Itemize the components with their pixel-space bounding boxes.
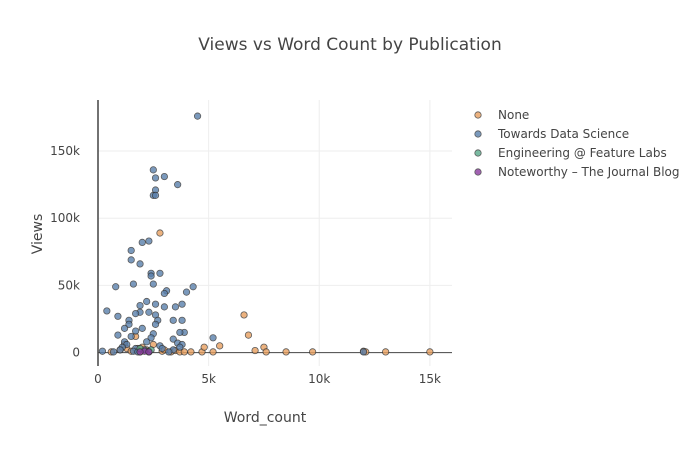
data-point[interactable] bbox=[151, 300, 160, 308]
x-tick-label: 5k bbox=[201, 372, 216, 386]
data-point[interactable] bbox=[176, 328, 184, 337]
data-point[interactable] bbox=[176, 343, 184, 351]
data-point[interactable] bbox=[169, 335, 177, 343]
data-point[interactable] bbox=[151, 191, 160, 199]
y-tick-label: 150k bbox=[50, 144, 80, 158]
data-point[interactable] bbox=[151, 174, 160, 182]
data-point[interactable] bbox=[138, 324, 146, 332]
data-point[interactable] bbox=[103, 307, 111, 315]
y-tick-label: 100k bbox=[50, 211, 80, 225]
data-point[interactable] bbox=[189, 283, 197, 291]
legend-marker bbox=[474, 130, 482, 138]
data-point[interactable] bbox=[112, 283, 120, 291]
data-point[interactable] bbox=[282, 348, 290, 356]
data-point[interactable] bbox=[136, 348, 144, 356]
data-point[interactable] bbox=[98, 347, 107, 355]
data-point[interactable] bbox=[151, 320, 160, 328]
x-tick-label: 0 bbox=[94, 372, 102, 386]
x-tick-label: 10k bbox=[308, 372, 330, 386]
data-point[interactable] bbox=[149, 280, 157, 288]
data-point[interactable] bbox=[174, 181, 182, 189]
data-point[interactable] bbox=[156, 269, 164, 277]
points-layer bbox=[98, 112, 434, 356]
data-point[interactable] bbox=[127, 246, 135, 255]
data-point[interactable] bbox=[138, 238, 146, 247]
legend-item[interactable]: Noteworthy – The Journal Blog bbox=[474, 165, 680, 179]
data-point[interactable] bbox=[171, 303, 180, 311]
legend-label: None bbox=[498, 108, 529, 122]
legend-marker bbox=[474, 149, 482, 157]
data-point[interactable] bbox=[209, 348, 217, 356]
data-point[interactable] bbox=[136, 301, 144, 310]
data-point[interactable] bbox=[178, 316, 186, 324]
series-0 bbox=[107, 229, 434, 356]
data-point[interactable] bbox=[136, 260, 144, 268]
data-point[interactable] bbox=[132, 327, 140, 335]
legend-marker bbox=[474, 168, 482, 176]
data-point[interactable] bbox=[240, 311, 248, 319]
data-point[interactable] bbox=[132, 310, 140, 318]
data-point[interactable] bbox=[158, 344, 166, 353]
legend-item[interactable]: None bbox=[474, 108, 530, 122]
data-point[interactable] bbox=[147, 272, 155, 280]
y-axis-title: Views bbox=[30, 214, 46, 255]
data-point[interactable] bbox=[209, 334, 217, 342]
data-point[interactable] bbox=[145, 237, 153, 245]
data-point[interactable] bbox=[382, 348, 390, 356]
legend-item[interactable]: Engineering @ Feature Labs bbox=[474, 146, 667, 160]
data-point[interactable] bbox=[251, 346, 259, 355]
y-tick-label: 0 bbox=[72, 346, 80, 360]
x-tick-label: 15k bbox=[419, 372, 441, 386]
data-point[interactable] bbox=[145, 348, 153, 356]
legend-marker bbox=[474, 111, 482, 119]
data-point[interactable] bbox=[116, 346, 124, 354]
legend-item[interactable]: Towards Data Science bbox=[474, 127, 629, 141]
data-point[interactable] bbox=[160, 303, 168, 311]
data-point[interactable] bbox=[182, 288, 191, 296]
data-point[interactable] bbox=[129, 280, 137, 288]
data-point[interactable] bbox=[127, 256, 135, 264]
data-point[interactable] bbox=[187, 348, 195, 356]
data-point[interactable] bbox=[125, 320, 133, 328]
data-point[interactable] bbox=[114, 312, 122, 320]
data-point[interactable] bbox=[169, 316, 177, 324]
series-1 bbox=[98, 112, 368, 356]
data-point[interactable] bbox=[143, 297, 151, 306]
legend-label: Engineering @ Feature Labs bbox=[498, 146, 667, 160]
chart-title: Views vs Word Count by Publication bbox=[198, 35, 501, 55]
x-axis-title: Word_count bbox=[224, 410, 307, 426]
data-point[interactable] bbox=[149, 166, 157, 174]
y-tick-label: 50k bbox=[58, 278, 80, 292]
data-point[interactable] bbox=[147, 334, 155, 342]
data-point[interactable] bbox=[165, 348, 173, 356]
data-point[interactable] bbox=[160, 172, 168, 181]
legend-label: Towards Data Science bbox=[497, 127, 629, 141]
legend[interactable]: None Towards Data Science Engineering @ Fe… bbox=[474, 108, 680, 179]
data-point[interactable] bbox=[193, 112, 202, 120]
data-point[interactable] bbox=[216, 342, 224, 350]
series-3 bbox=[136, 347, 153, 356]
data-point[interactable] bbox=[143, 338, 151, 346]
data-point[interactable] bbox=[178, 300, 186, 308]
data-point[interactable] bbox=[127, 332, 135, 341]
data-point[interactable] bbox=[109, 348, 118, 356]
grid-layer bbox=[98, 100, 452, 366]
data-point[interactable] bbox=[309, 348, 317, 356]
data-point[interactable] bbox=[262, 348, 270, 356]
data-point[interactable] bbox=[359, 348, 368, 356]
data-point[interactable] bbox=[426, 348, 434, 356]
data-point[interactable] bbox=[114, 331, 122, 339]
legend-label: Noteworthy – The Journal Blog bbox=[498, 165, 680, 179]
data-point[interactable] bbox=[120, 324, 129, 332]
axis-layer: 0 50k 100k 150k 0 5k 10k 15k bbox=[50, 100, 452, 386]
data-point[interactable] bbox=[156, 229, 164, 237]
data-point[interactable] bbox=[200, 343, 208, 351]
data-point[interactable] bbox=[244, 331, 253, 339]
data-point[interactable] bbox=[160, 289, 168, 298]
data-point[interactable] bbox=[145, 308, 153, 316]
